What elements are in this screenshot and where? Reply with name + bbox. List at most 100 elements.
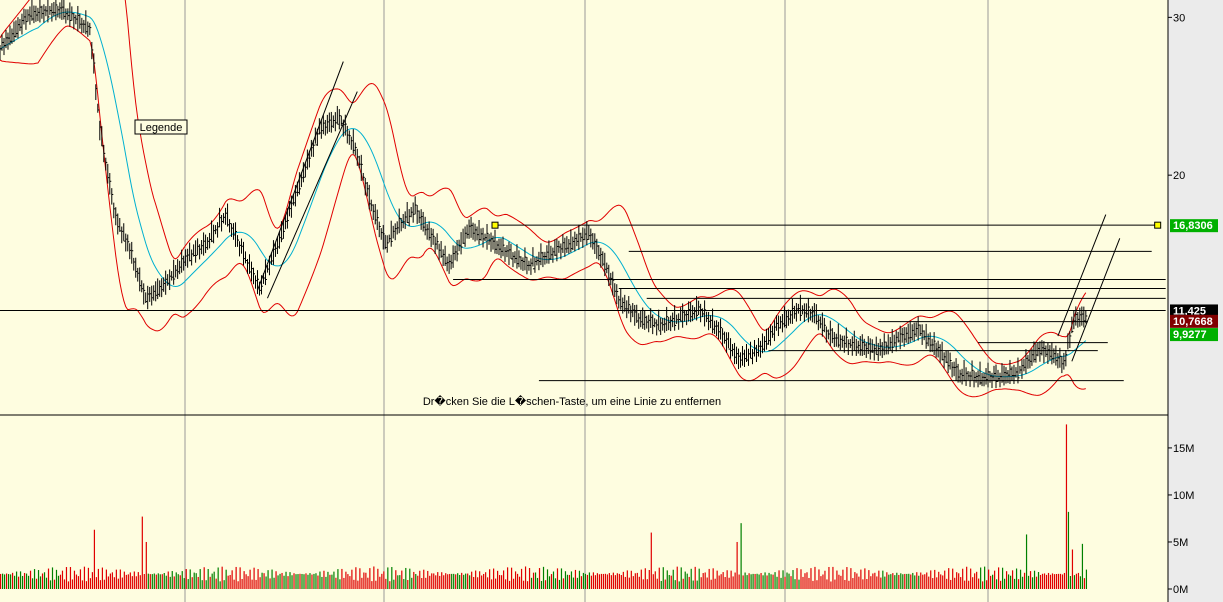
trend-line[interactable] xyxy=(1057,214,1107,337)
volume-bar xyxy=(880,577,882,589)
volume-bar xyxy=(950,579,952,589)
volume-bar xyxy=(55,569,58,589)
volume-bar xyxy=(760,572,762,589)
volume-bar xyxy=(185,569,187,589)
upper-band xyxy=(0,0,1087,365)
volume-bar xyxy=(187,579,189,589)
volume-bar xyxy=(986,580,988,589)
volume-bar xyxy=(85,581,88,589)
volume-bar xyxy=(836,570,838,589)
trend-line[interactable] xyxy=(257,61,344,291)
volume-bar xyxy=(59,574,62,589)
volume-bar xyxy=(604,573,606,589)
volume-bar xyxy=(526,581,529,589)
volume-bar xyxy=(762,575,764,589)
volume-bar xyxy=(616,573,618,589)
volume-bar xyxy=(459,574,461,589)
volume-bar xyxy=(708,568,710,589)
volume-bar xyxy=(5,573,8,589)
volume-bar xyxy=(670,575,672,589)
volume-bar xyxy=(952,568,954,589)
volume-bars xyxy=(0,424,1088,589)
volume-bar xyxy=(371,581,373,589)
volume-bar xyxy=(335,577,337,589)
volume-bar xyxy=(121,577,123,589)
volume-bar xyxy=(550,574,553,589)
volume-bar xyxy=(115,569,117,589)
volume-bar xyxy=(924,574,926,589)
volume-bar xyxy=(788,573,790,589)
volume-bar xyxy=(213,571,215,589)
volume-bar xyxy=(862,579,864,589)
volume-bar xyxy=(908,573,910,589)
volume-bar xyxy=(980,567,982,589)
volume-bar xyxy=(167,571,169,589)
volume-bar xyxy=(357,580,359,589)
volume-bar xyxy=(1051,573,1054,589)
volume-bar xyxy=(638,576,640,589)
volume-bar xyxy=(1075,573,1078,589)
volume-bar xyxy=(195,573,197,589)
volume-bar xyxy=(710,579,712,589)
volume-bar xyxy=(303,574,305,589)
volume-bar xyxy=(139,575,141,589)
drawn-lines[interactable] xyxy=(0,61,1166,382)
volume-bar xyxy=(281,572,283,589)
volume-bar xyxy=(493,568,495,589)
volume-bar xyxy=(566,574,569,589)
volume-bar xyxy=(419,570,421,589)
volume-bar xyxy=(1079,576,1082,589)
volume-bar xyxy=(506,567,509,589)
volume-bar xyxy=(1035,576,1038,589)
trend-line[interactable] xyxy=(1071,238,1121,362)
volume-bar xyxy=(556,568,559,589)
volume-bar xyxy=(824,570,826,589)
volume-bar xyxy=(912,572,914,589)
volume-bar xyxy=(125,574,127,589)
volume-bar xyxy=(956,572,958,589)
volume-bar xyxy=(904,573,906,589)
volume-bar xyxy=(201,580,203,589)
volume-bar xyxy=(317,575,319,589)
volume-bar xyxy=(243,571,245,589)
trend-line[interactable] xyxy=(267,91,358,299)
volume-bar xyxy=(816,580,818,589)
legend-button[interactable]: Legende xyxy=(134,119,188,135)
volume-bar xyxy=(656,578,658,589)
volume-bar xyxy=(994,570,996,589)
line-anchor-handle[interactable] xyxy=(491,221,499,229)
volume-bar xyxy=(97,568,100,589)
volume-bar xyxy=(938,571,940,589)
volume-bar xyxy=(930,570,932,589)
volume-bar xyxy=(423,569,425,589)
volume-bar xyxy=(157,573,159,589)
volume-bar xyxy=(612,572,614,589)
volume-bar xyxy=(409,568,411,589)
volume-bar xyxy=(247,576,249,589)
volume-bar xyxy=(754,573,756,589)
volume-bar xyxy=(1067,511,1070,589)
volume-bar xyxy=(269,578,271,589)
volume-bar xyxy=(602,573,604,589)
volume-bar xyxy=(61,570,64,589)
volume-bar xyxy=(365,572,367,589)
volume-bar xyxy=(189,569,191,589)
volume-bar xyxy=(77,576,80,589)
volume-bar xyxy=(876,576,878,589)
volume-bar xyxy=(91,572,94,589)
volume-bar xyxy=(283,575,285,589)
volume-bar xyxy=(33,569,36,589)
volume-bar xyxy=(1023,572,1026,589)
volume-bar xyxy=(898,574,900,589)
volume-bar xyxy=(1033,570,1036,589)
volume-bar xyxy=(429,575,431,589)
line-anchor-handle[interactable] xyxy=(1154,221,1162,229)
volume-bar xyxy=(1081,543,1084,589)
volume-bar xyxy=(141,516,143,589)
volume-bar xyxy=(63,579,66,589)
volume-bar xyxy=(686,573,688,589)
volume-bar xyxy=(111,572,113,589)
volume-bar xyxy=(7,574,10,589)
volume-bar xyxy=(39,576,42,589)
